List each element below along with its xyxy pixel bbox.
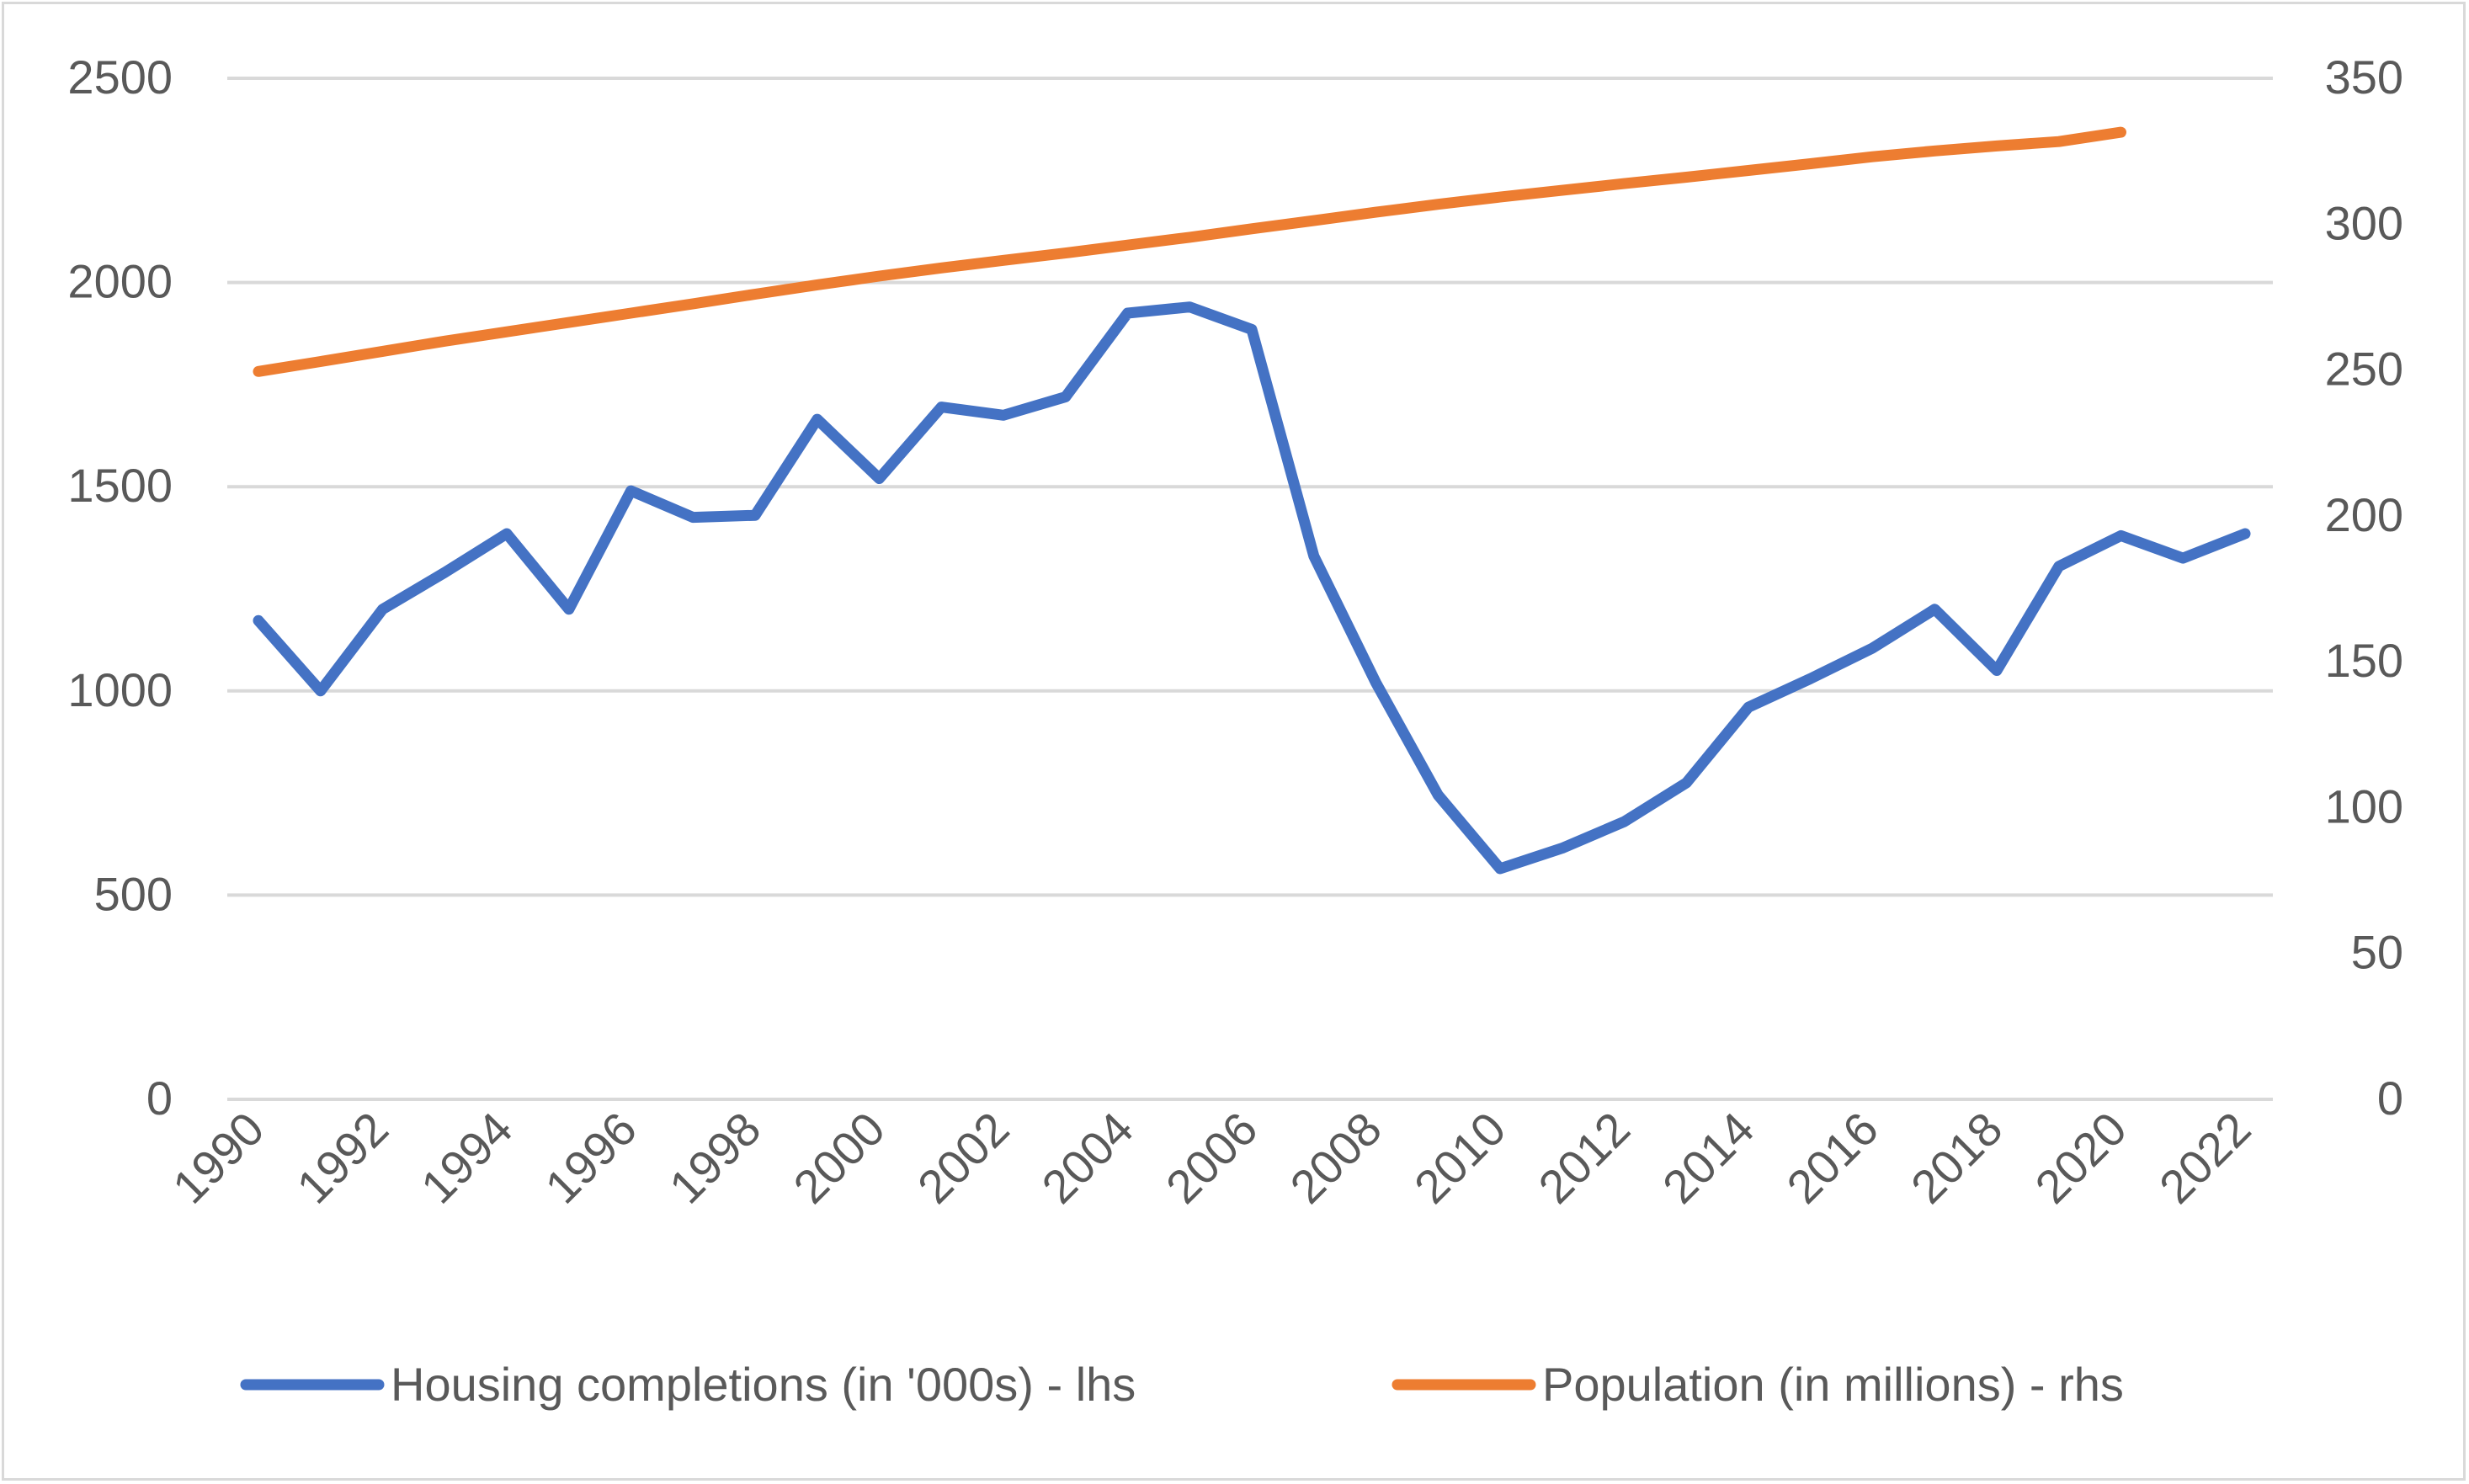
y-left-tick-label: 500 xyxy=(94,867,173,920)
y-right-tick-label: 150 xyxy=(2325,634,2403,687)
grid-lines xyxy=(227,77,2273,1101)
x-tick-label: 2002 xyxy=(907,1102,1019,1214)
y-right-tick-label: 250 xyxy=(2325,343,2403,396)
series-line-population xyxy=(253,126,2126,377)
y-right-tick-label: 200 xyxy=(2325,488,2403,541)
x-tick-label: 2016 xyxy=(1776,1102,1888,1214)
y-right-tick-label: 100 xyxy=(2325,779,2403,832)
x-tick-label: 2004 xyxy=(1031,1102,1143,1214)
y-left-tick-label: 1500 xyxy=(67,459,173,512)
legend: Housing completions (in '000s) - lhs Popu… xyxy=(240,1358,2124,1411)
x-tick-label: 2010 xyxy=(1404,1102,1516,1214)
x-tick-label: 1992 xyxy=(286,1102,398,1214)
left-axis: 0 500 1000 1500 2000 2500 xyxy=(67,51,173,1125)
x-tick-label: 2000 xyxy=(783,1102,895,1214)
y-left-tick-label: 0 xyxy=(146,1072,173,1125)
x-tick-label: 2014 xyxy=(1652,1102,1764,1214)
y-left-tick-label: 2000 xyxy=(67,255,173,308)
x-tick-label: 1994 xyxy=(411,1102,523,1214)
x-tick-label: 1998 xyxy=(659,1102,771,1214)
legend-label: Population (in millions) - rhs xyxy=(1542,1358,2124,1411)
y-left-tick-label: 1000 xyxy=(67,663,173,716)
series-line-housing-completions xyxy=(253,301,2251,875)
y-right-tick-label: 50 xyxy=(2351,926,2403,979)
y-right-tick-label: 0 xyxy=(2377,1072,2403,1125)
x-tick-label: 2012 xyxy=(1528,1102,1640,1214)
x-tick-label: 2018 xyxy=(1901,1102,2013,1214)
x-tick-label: 1990 xyxy=(162,1102,274,1214)
y-right-tick-label: 350 xyxy=(2325,51,2403,104)
x-tick-label: 2020 xyxy=(2025,1102,2136,1214)
y-left-tick-label: 2500 xyxy=(67,51,173,104)
x-axis: 1990 1992 1994 1996 1998 2000 2002 2004 2006 2008… xyxy=(162,1102,2261,1214)
x-tick-label: 2008 xyxy=(1280,1102,1391,1214)
series-lines xyxy=(253,126,2251,875)
x-tick-label: 1996 xyxy=(535,1102,647,1214)
legend-label: Housing completions (in '000s) - lhs xyxy=(391,1358,1136,1411)
right-axis: 0 50 100 150 200 250 300 350 xyxy=(2325,51,2403,1125)
y-right-tick-label: 300 xyxy=(2325,196,2403,249)
x-tick-label: 2022 xyxy=(2149,1102,2261,1214)
x-tick-label: 2006 xyxy=(1156,1102,1268,1214)
